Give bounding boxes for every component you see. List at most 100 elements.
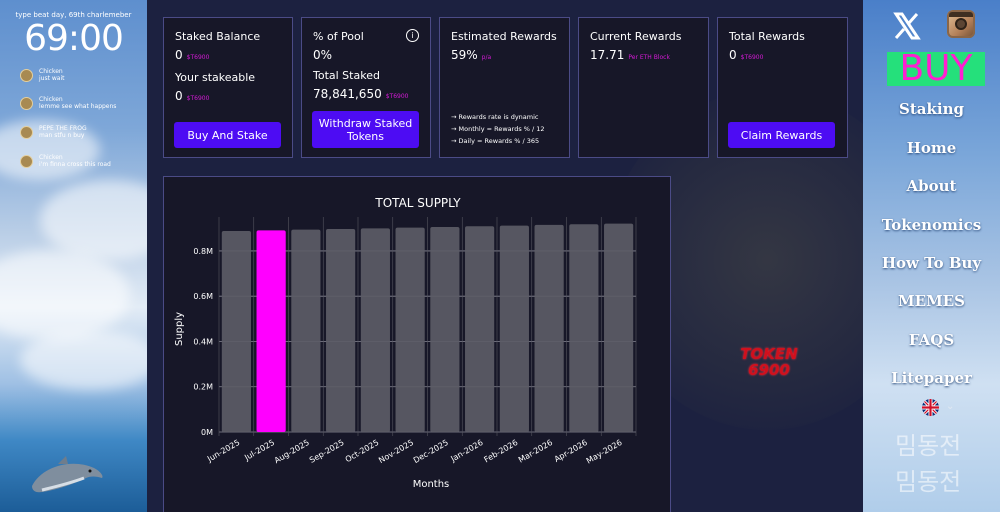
rewards-note: → Rewards rate is dynamic	[451, 113, 539, 121]
x-tick-label: May-2026	[585, 438, 624, 466]
bar-feb-2026[interactable]	[499, 225, 529, 432]
dolphin-image	[32, 456, 103, 493]
avatar	[20, 97, 33, 110]
total-staked-amount: 78,841,650	[313, 87, 382, 101]
chevron-down-icon[interactable]: ⌄	[946, 401, 955, 412]
bar-aug-2025[interactable]	[291, 229, 321, 432]
card-title: Total Rewards	[729, 30, 805, 43]
notification-message: i'm finna cross this road	[39, 161, 111, 168]
bar-apr-2026[interactable]	[569, 224, 599, 432]
rewards-note: → Monthly = Rewards % / 12	[451, 125, 545, 133]
nav-faqs[interactable]: FAQS	[908, 331, 955, 349]
watermark-text: 밈동전	[895, 468, 962, 496]
x-tick-label: Aug-2025	[273, 438, 311, 465]
estimated-percent: 59%	[451, 48, 478, 62]
x-tick-label: Dec-2025	[412, 438, 450, 465]
total-rewards-card: Total Rewards 0 $T6900 Claim Rewards	[717, 17, 848, 158]
card-title: Current Rewards	[590, 30, 682, 43]
staking-dashboard: Staked Balance 0 $T6900 Your stakeable 0 $…	[147, 0, 863, 512]
notification-sender: Chicken	[39, 154, 63, 161]
bar-jan-2026[interactable]	[465, 226, 495, 432]
current-value: 17.71 Per ETH Block	[590, 48, 670, 62]
card-title: % of Pool	[313, 30, 364, 43]
x-tick-label: Jan-2026	[448, 438, 484, 464]
nav-home[interactable]: Home	[906, 139, 957, 157]
notification[interactable]: Chicken lemme see what happens	[20, 96, 116, 110]
x-twitter-icon[interactable]	[893, 12, 921, 40]
nav-litepaper[interactable]: Litepaper	[891, 369, 972, 387]
notification-message: man stfu n buy	[39, 132, 85, 139]
total-supply-chart: TOTAL SUPPLY Supply Months 0M 0.2M 0.4M 0.6…	[163, 176, 671, 512]
avatar	[20, 69, 33, 82]
withdraw-staked-tokens-button[interactable]: Withdraw Staked Tokens	[312, 111, 419, 148]
total-value: 0 $T6900	[729, 48, 763, 62]
nav-about[interactable]: About	[906, 177, 957, 195]
current-rewards-amount: 17.71	[590, 48, 625, 62]
bar-mar-2026[interactable]	[534, 224, 564, 432]
card-value: 0 $T6900	[175, 48, 209, 62]
nav-staking[interactable]: Staking	[899, 100, 964, 118]
rate-unit: p/a	[481, 54, 492, 61]
logo-line: 6900	[748, 361, 790, 379]
token-unit: $T6900	[186, 54, 210, 61]
card-title: Staked Balance	[175, 30, 261, 43]
nav-tokenomics[interactable]: Tokenomics	[881, 216, 982, 234]
bar-may-2026[interactable]	[604, 223, 634, 432]
avatar	[20, 155, 33, 168]
notification-sender: PEPE THE FROG	[39, 125, 87, 132]
token-unit: $T6900	[385, 93, 409, 100]
uk-flag-icon[interactable]	[922, 399, 939, 416]
card-title: Estimated Rewards	[451, 30, 557, 43]
watermark-text: 밈동전	[895, 432, 962, 460]
chart-svg: TOTAL SUPPLY Supply Months 0M 0.2M 0.4M 0.6…	[174, 196, 637, 490]
stakeable-value: 0 $T6900	[175, 89, 209, 103]
claim-rewards-button[interactable]: Claim Rewards	[728, 122, 835, 148]
x-tick-label: Jul-2025	[242, 438, 276, 463]
info-icon[interactable]: i	[406, 29, 419, 42]
cloud-decoration	[40, 180, 147, 260]
x-tick-label: Nov-2025	[377, 438, 415, 465]
stakeable-amount: 0	[175, 89, 183, 103]
notification[interactable]: Chicken just wait	[20, 68, 64, 82]
instagram-icon[interactable]	[947, 10, 975, 38]
bar-oct-2025[interactable]	[360, 228, 390, 432]
token-unit: $T6900	[186, 95, 210, 102]
x-tick-label: Apr-2026	[553, 438, 589, 464]
x-tick-label: Feb-2026	[482, 438, 519, 465]
bar-jul-2025[interactable]	[256, 230, 286, 432]
y-tick-label: 0.8M	[193, 247, 213, 256]
rewards-unit: Per ETH Block	[628, 54, 670, 61]
pool-percent: 0%	[313, 48, 333, 62]
token-unit: $T6900	[740, 54, 764, 61]
y-tick-label: 0M	[201, 428, 213, 437]
left-lockscreen-panel: type beat day, 69th charlemeber 69:00 Ch…	[0, 0, 147, 512]
lock-date: type beat day, 69th charlemeber	[15, 11, 132, 19]
nav-how-to-buy[interactable]: How To Buy	[881, 254, 982, 272]
cloud-decoration	[0, 250, 130, 340]
estimated-value: 59% p/a	[451, 48, 491, 62]
notification[interactable]: PEPE THE FROG man stfu n buy	[20, 125, 87, 139]
bar-dec-2025[interactable]	[430, 226, 460, 432]
cloud-decoration	[20, 330, 147, 390]
avatar	[20, 126, 33, 139]
y-axis-label: Supply	[174, 312, 185, 346]
bar-jun-2025[interactable]	[221, 231, 251, 432]
right-nav-panel: BUY Staking Home About Tokenomics How To…	[863, 0, 1000, 512]
bar-sep-2025[interactable]	[326, 228, 356, 432]
y-tick-label: 0.2M	[193, 383, 213, 392]
pool-card: % of Pool i 0% Total Staked 78,841,650 $T…	[301, 17, 431, 158]
notification[interactable]: Chicken i'm finna cross this road	[20, 154, 111, 168]
y-tick-label: 0.4M	[193, 337, 213, 346]
bar-nov-2025[interactable]	[395, 227, 425, 432]
notification-sender: Chicken	[39, 96, 63, 103]
total-rewards-amount: 0	[729, 48, 737, 62]
cloud-decoration	[0, 120, 100, 180]
buy-button[interactable]: BUY	[887, 51, 985, 87]
token-6900-logo: TOKEN 6900	[719, 346, 819, 378]
x-tick-label: Sep-2025	[308, 438, 346, 465]
nav-memes[interactable]: MEMES	[898, 292, 965, 310]
total-staked-value: 78,841,650 $T6900	[313, 87, 408, 101]
buy-and-stake-button[interactable]: Buy And Stake	[174, 122, 281, 148]
notification-message: just wait	[39, 75, 65, 82]
rewards-note: → Daily = Rewards % / 365	[451, 137, 540, 145]
